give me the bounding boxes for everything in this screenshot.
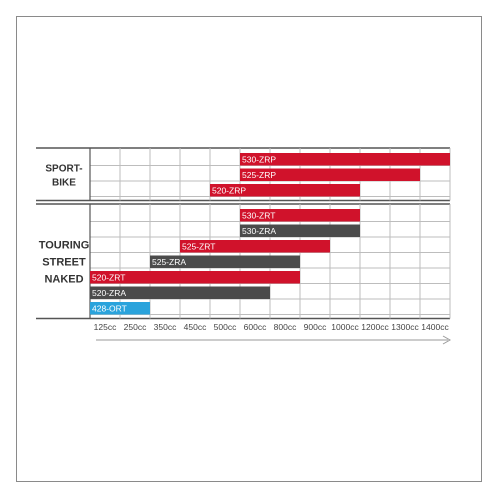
x-tick-label: 600cc xyxy=(244,322,267,332)
range-bar xyxy=(210,184,360,197)
bar-label: 520-ZRA xyxy=(92,288,126,298)
group-label-line: NAKED xyxy=(44,273,83,285)
x-tick-label: 1300cc xyxy=(391,322,419,332)
bar-label: 525-ZRT xyxy=(182,242,215,252)
x-tick-label: 1400cc xyxy=(421,322,449,332)
range-bar xyxy=(90,286,270,299)
group-label-line: STREET xyxy=(42,256,86,268)
group-label-line: SPORT- xyxy=(45,163,82,174)
range-bar xyxy=(180,240,330,253)
range-bar xyxy=(90,302,150,315)
x-tick-label: 125cc xyxy=(94,322,117,332)
bar-label: 530-ZRP xyxy=(242,155,276,165)
bar-label: 530-ZRA xyxy=(242,226,276,236)
range-bar xyxy=(90,271,300,284)
bar-label: 525-ZRP xyxy=(242,170,276,180)
bar-label: 520-ZRT xyxy=(92,273,125,283)
range-bar xyxy=(240,209,360,222)
chart-frame xyxy=(16,16,482,482)
bar-label: 428-ORT xyxy=(92,304,127,314)
bar-label: 530-ZRT xyxy=(242,211,275,221)
labels-layer: SPORT- BIKE 530-ZRP 525-ZRP 520-ZRP TOURING ST… xyxy=(39,155,277,314)
range-bar xyxy=(240,224,360,237)
range-bar xyxy=(240,168,420,181)
range-bar xyxy=(150,255,300,268)
x-tick-label: 800cc xyxy=(274,322,297,332)
bar-label: 520-ZRP xyxy=(212,186,246,196)
x-tick-label: 1200cc xyxy=(361,322,389,332)
x-tick-label: 500cc xyxy=(214,322,237,332)
x-tick-label: 350cc xyxy=(154,322,177,332)
axis-arrow-head xyxy=(442,335,452,345)
group-label-line: BIKE xyxy=(52,177,76,188)
x-tick-label: 450cc xyxy=(184,322,207,332)
bar-label: 525-ZRA xyxy=(152,257,186,267)
x-tick-label: 1000cc xyxy=(331,322,359,332)
bars-layer xyxy=(90,153,450,315)
group-label-line: TOURING xyxy=(39,239,90,251)
x-axis: 125cc 250cc 350cc 450cc 500cc 600cc 800cc 900cc… xyxy=(94,322,452,345)
x-tick-label: 250cc xyxy=(124,322,147,332)
x-tick-label: 900cc xyxy=(304,322,327,332)
range-bar xyxy=(240,153,450,166)
